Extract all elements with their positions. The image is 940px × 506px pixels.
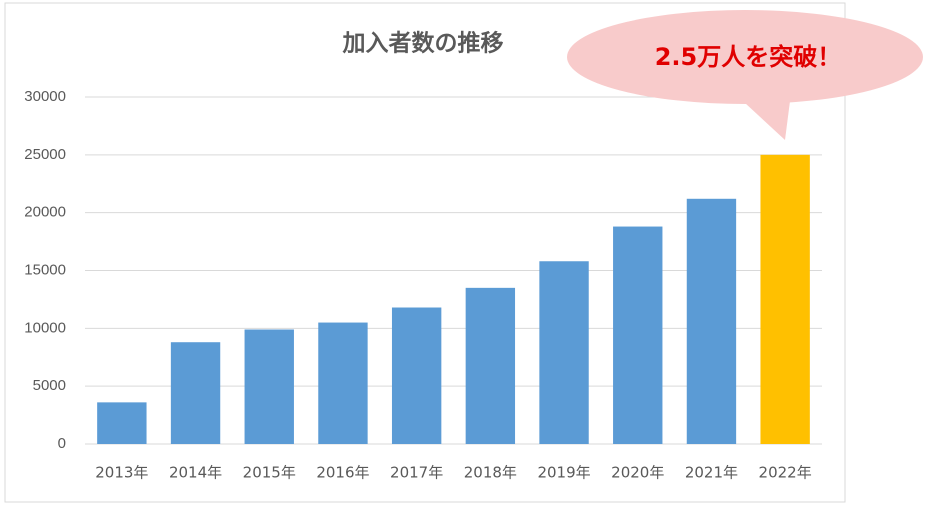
y-tick-label: 5000: [33, 377, 66, 394]
bar: [318, 322, 368, 444]
plot: 0 5000 10000 15000 20000 25000 30000 2013年 2014年…: [24, 88, 822, 482]
callout-bubble: [567, 10, 923, 104]
bar: [170, 342, 221, 444]
chart-title: 加入者数の推移: [342, 31, 504, 57]
y-tick-label: 15000: [24, 261, 66, 278]
y-tick-label: 20000: [24, 204, 66, 221]
x-tick-label: 2018年: [464, 464, 517, 482]
bar: [391, 307, 442, 444]
callout-pointer: [745, 101, 790, 140]
bar: [539, 261, 589, 444]
x-tick-label: 2022年: [759, 464, 812, 482]
x-tick-label: 2019年: [537, 464, 590, 482]
x-tick-label: 2014年: [169, 464, 222, 482]
y-tick-label: 10000: [24, 319, 66, 336]
y-tick-label: 0: [58, 435, 66, 452]
y-tick-label: 30000: [24, 88, 66, 105]
x-tick-label: 2020年: [611, 464, 664, 482]
x-tick-label: 2015年: [243, 464, 296, 482]
bar: [465, 287, 516, 444]
bar: [97, 402, 147, 444]
bar: [613, 226, 663, 444]
bar: [686, 198, 737, 444]
bar: [760, 154, 810, 445]
annotation: 2.5万人を突破！: [655, 43, 842, 71]
x-tick-label: 2016年: [316, 464, 369, 482]
x-tick-label: 2021年: [685, 464, 738, 482]
x-tick-label: 2013年: [95, 464, 148, 482]
y-tick-label: 25000: [24, 146, 66, 163]
bar: [244, 329, 294, 444]
x-tick-label: 2017年: [390, 464, 443, 482]
